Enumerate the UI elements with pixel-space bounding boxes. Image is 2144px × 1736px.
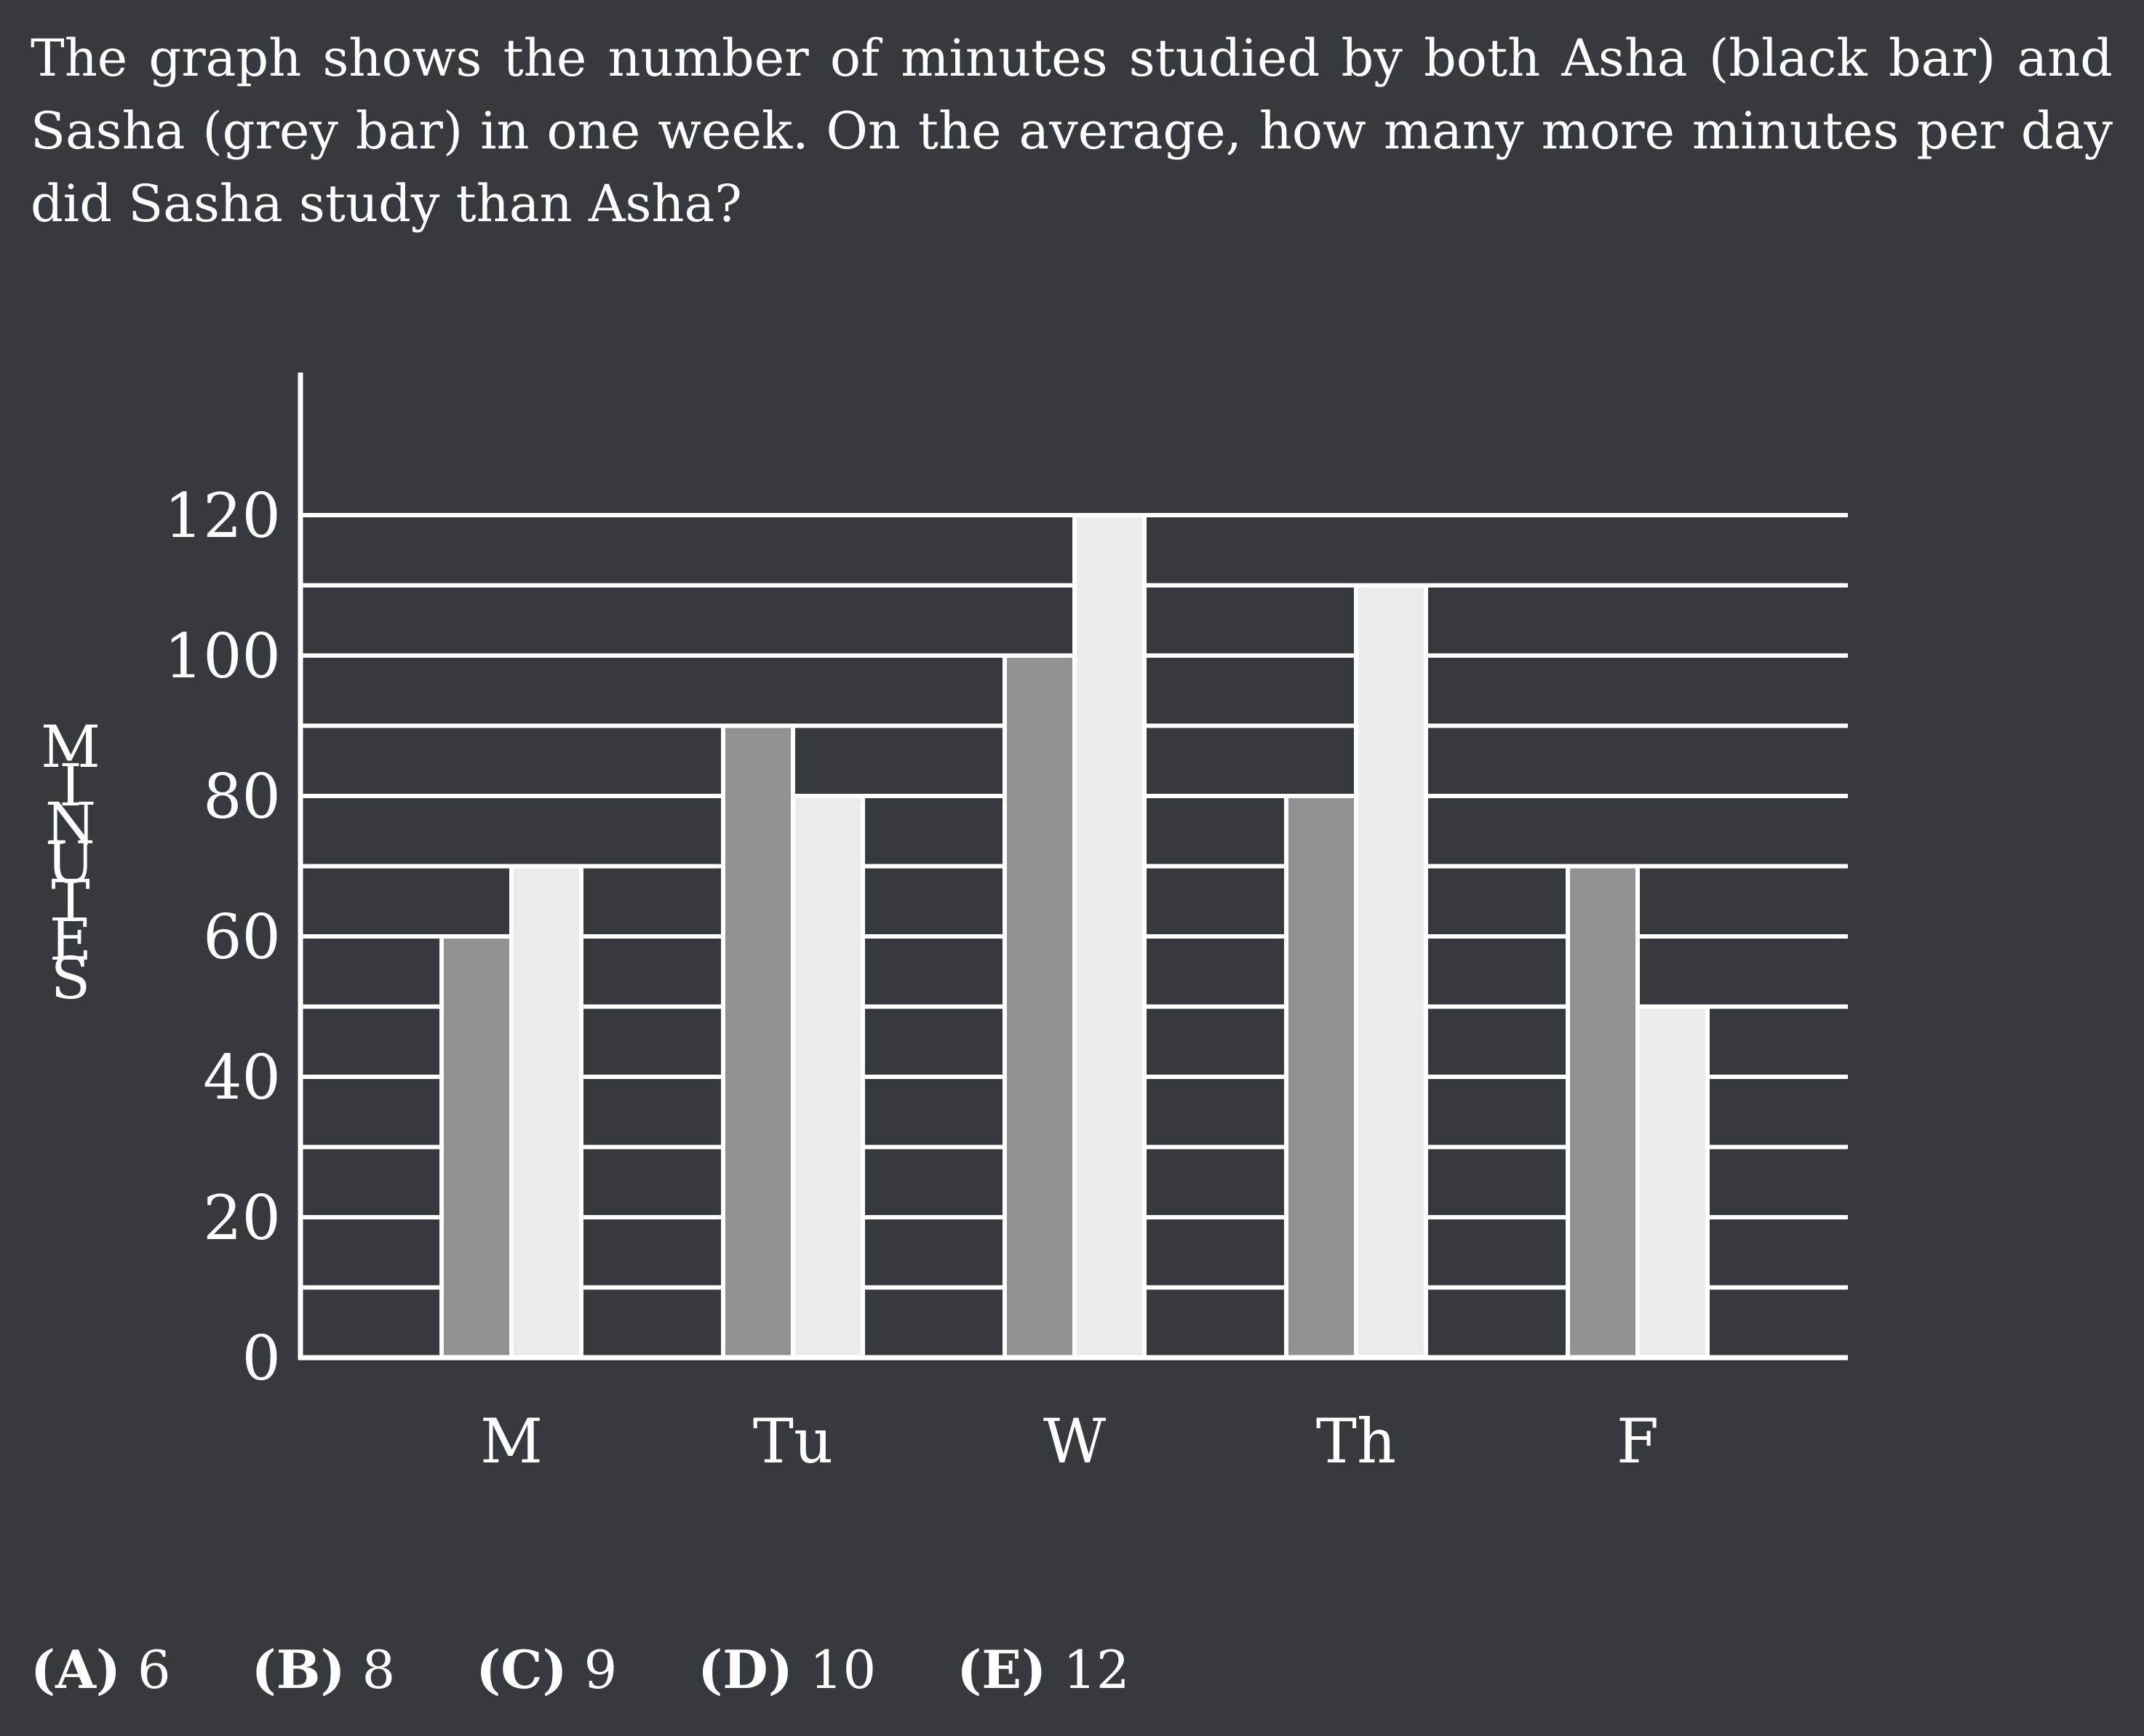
y-tick-label: 120	[164, 480, 281, 552]
x-tick-label: W	[1043, 1406, 1107, 1477]
y-tick-label: 0	[242, 1323, 281, 1394]
choice-c[interactable]: (C) 9	[476, 1639, 618, 1700]
choice-e[interactable]: (E) 12	[957, 1639, 1130, 1700]
x-tick-label: Th	[1316, 1406, 1396, 1477]
bar	[439, 934, 514, 1360]
x-tick-label: F	[1617, 1406, 1659, 1477]
y-tick-label: 100	[164, 621, 281, 692]
bar	[1003, 653, 1077, 1360]
x-tick-label: Tu	[753, 1406, 833, 1477]
bar	[1284, 794, 1358, 1360]
bar	[1635, 1004, 1710, 1360]
bar	[1566, 864, 1640, 1360]
bar	[791, 794, 865, 1360]
y-axis-label-letter: S	[50, 944, 91, 1012]
y-tick-label: 40	[203, 1042, 281, 1113]
x-tick-label: M	[480, 1406, 543, 1477]
y-tick-label: 20	[203, 1182, 281, 1254]
bar	[721, 723, 795, 1360]
bar	[1354, 583, 1428, 1360]
choice-d[interactable]: (D) 10	[698, 1639, 877, 1700]
choice-a[interactable]: (A) 6	[31, 1639, 171, 1700]
question-text: The graph shows the number of minutes st…	[31, 28, 2113, 234]
y-tick-label: 60	[203, 901, 281, 973]
y-tick-label: 80	[203, 761, 281, 832]
choice-b[interactable]: (B) 8	[251, 1639, 396, 1700]
bar	[1072, 513, 1147, 1360]
answer-choices: (A) 6 (B) 8 (C) 9 (D) 10 (E) 12	[31, 1633, 1130, 1706]
bar	[509, 864, 583, 1360]
